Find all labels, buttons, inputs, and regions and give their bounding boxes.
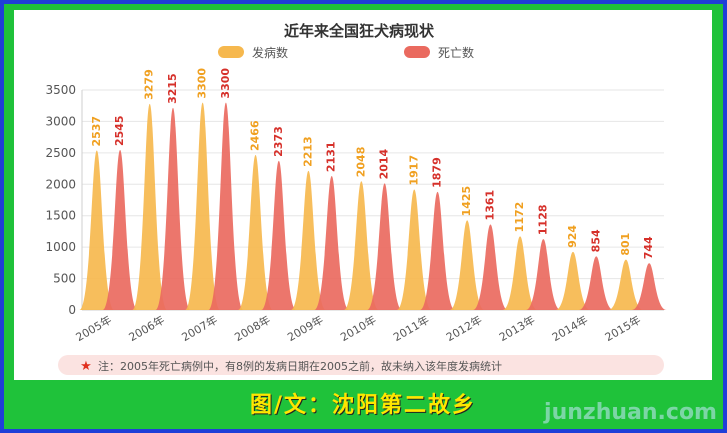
data-label-death: 1879 (431, 157, 444, 188)
y-tick-label: 0 (68, 303, 76, 317)
x-tick-label: 2009年 (285, 312, 326, 344)
legend-swatch-morbidity (218, 46, 244, 58)
y-tick-label: 3500 (45, 83, 76, 97)
y-tick-label: 500 (53, 272, 76, 286)
peak-morbidity (343, 181, 379, 310)
peak-morbidity (185, 102, 221, 310)
data-label-death: 2014 (378, 148, 391, 179)
chart-panel: 近年来全国狂犬病现状 发病数 死亡数 0 500 1000 1500 2000 2500 3… (14, 10, 712, 380)
y-tick-label: 1000 (45, 240, 76, 254)
footnote-text: 注：2005年死亡病例中，有8例的发病日期在2005之前，故未纳入该年度发病统计 (98, 359, 502, 373)
data-label-morbidity: 924 (566, 225, 579, 248)
peak-death (525, 239, 561, 310)
data-label-death: 854 (589, 229, 602, 252)
peak-death (631, 263, 667, 310)
star-icon: ★ (80, 359, 92, 374)
rabies-chart: 近年来全国狂犬病现状 发病数 死亡数 0 500 1000 1500 2000 2500 3… (45, 22, 667, 375)
footnote: ★ 注：2005年死亡病例中，有8例的发病日期在2005之前，故未纳入该年度发病… (58, 355, 664, 375)
peak-morbidity (396, 189, 432, 310)
data-label-death: 2373 (272, 126, 285, 157)
data-label-death: 1128 (536, 204, 549, 235)
x-tick-label: 2013年 (496, 312, 537, 344)
x-tick-label: 2015年 (602, 312, 643, 344)
grid (82, 89, 664, 311)
peak-morbidity (502, 236, 538, 310)
data-label-death: 2131 (325, 141, 338, 172)
x-tick-label: 2014年 (549, 312, 590, 344)
x-tick-label: 2008年 (232, 312, 273, 344)
legend-label-morbidity: 发病数 (252, 45, 288, 60)
data-label-morbidity: 2048 (354, 147, 367, 178)
data-label-morbidity: 1425 (460, 186, 473, 217)
x-tick-label: 2011年 (391, 312, 432, 344)
x-tick-label: 2012年 (444, 312, 485, 344)
caption: 图/文：沈阳第二故乡 (249, 393, 477, 418)
data-label-death: 1361 (483, 190, 496, 221)
data-label-morbidity: 2537 (90, 116, 103, 147)
peak-morbidity (132, 103, 168, 311)
x-tick-label: 2010年 (338, 312, 379, 344)
peak-death (314, 176, 350, 310)
peak-morbidity (290, 170, 326, 310)
y-tick-label: 2000 (45, 177, 76, 191)
x-axis: 2005年 2006年 2007年 2008年 2009年 2010年 2011年 2012年… (73, 312, 643, 344)
legend-swatch-death (404, 46, 430, 58)
peak-morbidity (449, 220, 485, 310)
peak-death (208, 102, 244, 310)
y-tick-label: 1500 (45, 209, 76, 223)
footnote-background (58, 355, 664, 375)
chart-title: 近年来全国狂犬病现状 (284, 22, 435, 40)
data-label-morbidity: 2466 (249, 120, 262, 151)
y-tick-label: 3000 (45, 114, 76, 128)
peak-death (420, 191, 456, 310)
peak-death (102, 150, 138, 310)
peak-death (261, 160, 297, 310)
x-tick-label: 2007年 (179, 312, 220, 344)
peak-morbidity (608, 259, 644, 310)
peak-death (155, 107, 191, 311)
y-axis: 0 500 1000 1500 2000 2500 3000 3500 (45, 83, 664, 317)
data-label-morbidity: 3279 (143, 69, 156, 100)
data-label-death: 3300 (219, 68, 232, 99)
watermark: junzhuan.com (544, 400, 717, 425)
legend: 发病数 死亡数 (218, 45, 474, 60)
data-label-morbidity: 3300 (196, 68, 209, 99)
peak-death (367, 183, 403, 310)
x-tick-label: 2005年 (73, 312, 114, 344)
x-tick-label: 2006年 (126, 312, 167, 344)
data-label-morbidity: 1172 (513, 202, 526, 233)
legend-label-death: 死亡数 (438, 45, 474, 60)
data-label-morbidity: 1917 (407, 155, 420, 186)
peak-death (578, 256, 614, 310)
peak-morbidity (238, 154, 274, 310)
data-label-death: 744 (642, 236, 655, 259)
peak-morbidity (79, 150, 115, 310)
peak-morbidity (555, 251, 591, 310)
data-label-death: 2545 (113, 115, 126, 146)
peak-death (472, 224, 508, 310)
y-tick-label: 2500 (45, 146, 76, 160)
data-label-morbidity: 2213 (301, 136, 314, 167)
data-label-death: 3215 (166, 73, 179, 104)
data-label-morbidity: 801 (619, 233, 632, 256)
plot-area: 2537 2545 3279 3215 3300 3300 2466 2373 2213 2131… (79, 68, 667, 311)
